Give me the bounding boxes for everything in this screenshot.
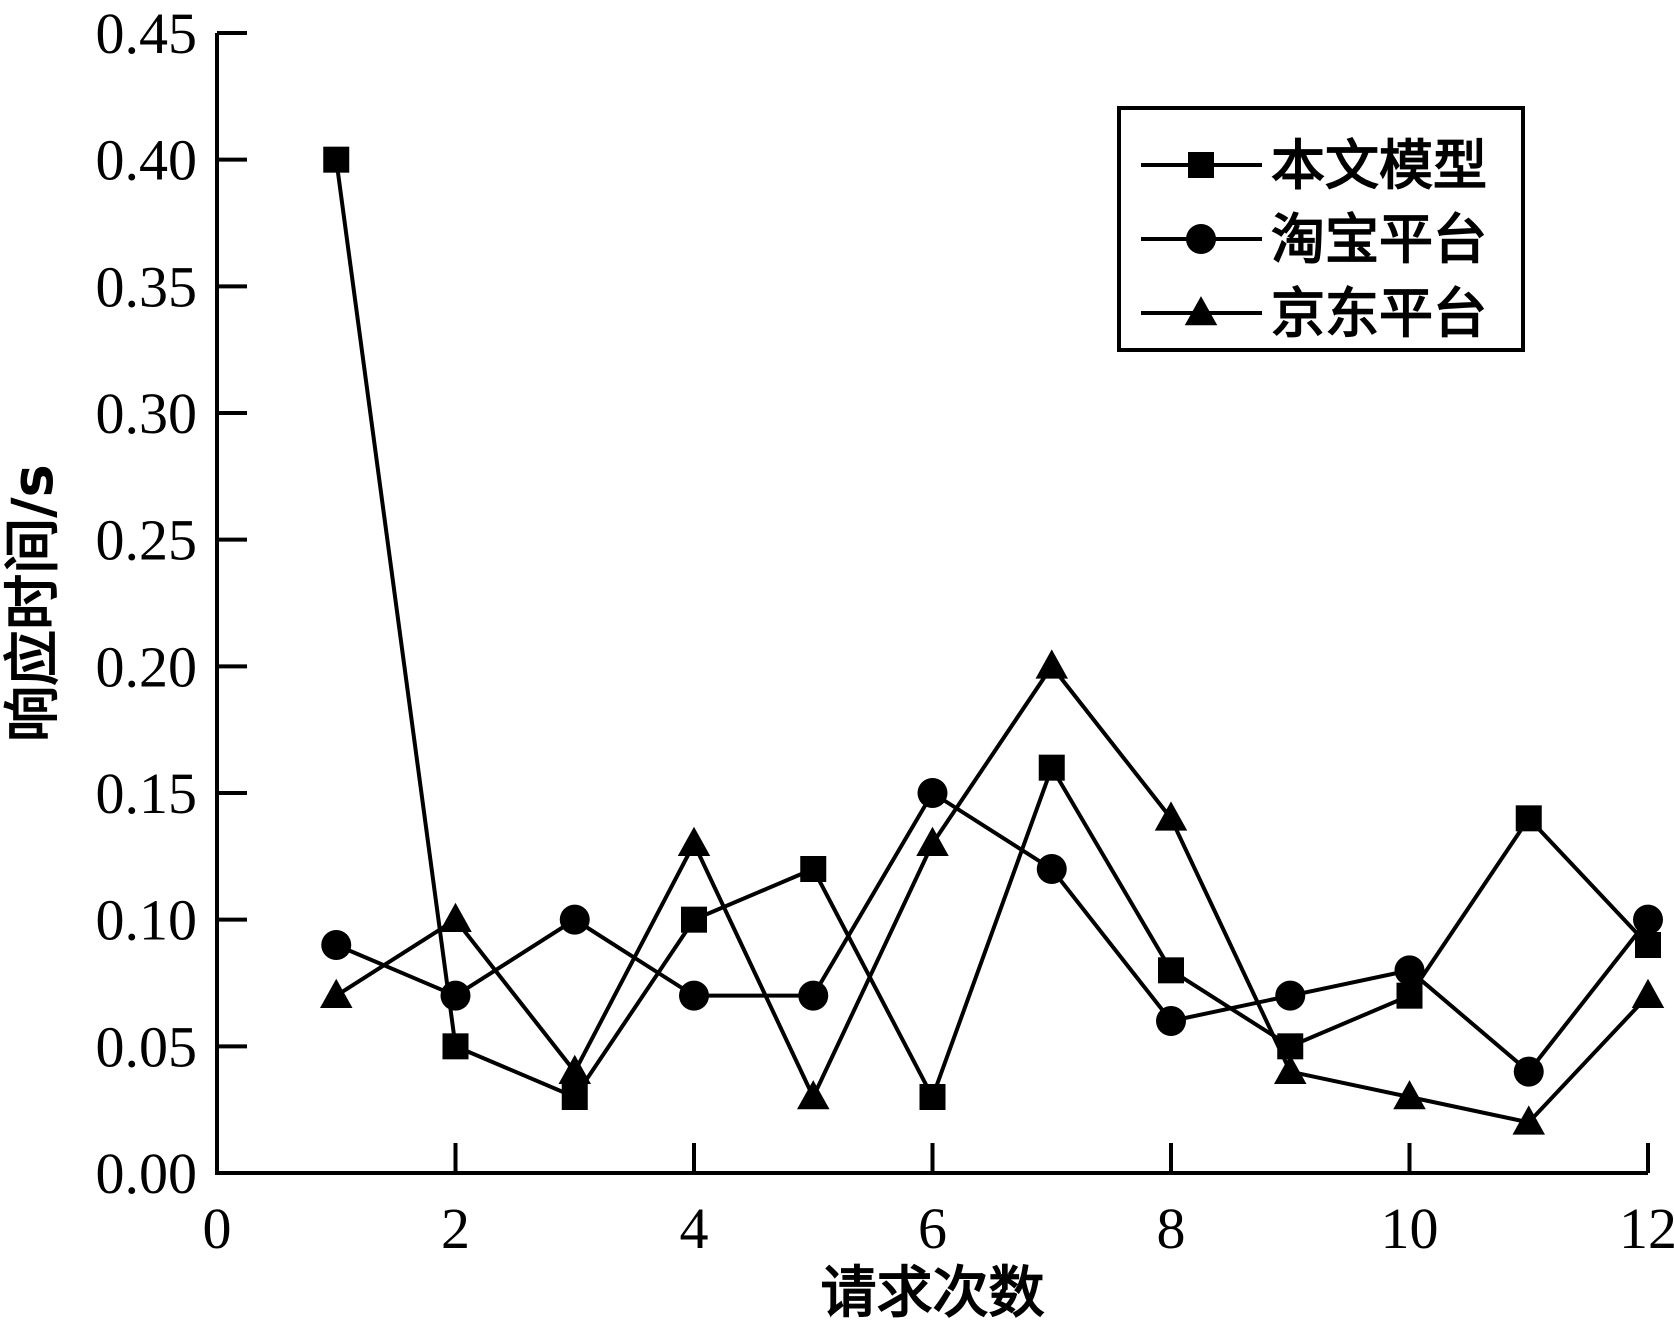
data-point [1158,957,1184,984]
data-point [1156,1006,1186,1036]
series-line [334,159,1650,1102]
data-point [1631,978,1665,1008]
data-point [1035,649,1068,679]
data-point [559,904,590,935]
x-tick-label: 10 [1381,1196,1439,1261]
x-tick-label: 0 [203,1196,232,1261]
x-axis-title: 请求次数 [821,1261,1045,1326]
data-point [1038,754,1065,781]
legend-item: 京东平台 [1141,282,1487,345]
data-point [323,146,350,173]
series-3 [320,649,1665,1135]
data-point [1036,854,1067,884]
data-point [1512,1105,1545,1135]
data-point [916,826,949,856]
data-point [917,778,948,808]
data-point [1275,980,1306,1011]
data-point [800,856,827,882]
series-2 [321,778,1663,1087]
data-point [558,1054,591,1084]
x-tick-label: 4 [680,1196,709,1261]
y-tick-label: 0.40 [96,128,198,193]
y-axis-title: 响应时间/s [1,464,66,742]
legend-marker [1184,296,1218,326]
axes: 0.00 0.05 0.10 0.15 0.20 0.25 0.30 0.35 0.40 0.45… [96,1,1674,1261]
data-point [681,906,707,933]
data-point [442,1033,469,1060]
data-point [321,930,352,960]
legend-item: 淘宝平台 [1141,208,1487,271]
legend-label: 京东平台 [1271,282,1487,345]
data-point [320,978,353,1008]
data-point [919,1084,946,1110]
y-tick-label: 0.25 [96,508,198,573]
data-point [798,980,829,1011]
x-tick-label: 8 [1157,1196,1186,1261]
legend-box [1117,106,1525,352]
data-point [1633,904,1663,935]
y-tick-label: 0.45 [96,1,198,66]
legend-marker [1188,152,1214,178]
data-point [677,826,711,856]
y-tick-label: 0.00 [96,1141,198,1206]
x-tick-label: 6 [918,1196,947,1261]
data-point [1154,801,1188,831]
data-point [1513,1056,1544,1087]
data-point [561,1084,588,1110]
y-tick-label: 0.10 [96,888,198,953]
series-layer [320,146,1665,1135]
data-point [1393,1080,1426,1110]
x-tick-label: 2 [441,1196,470,1261]
data-point [1396,982,1423,1009]
legend-label: 本文模型 [1271,134,1487,197]
series-1 [323,146,1661,1110]
y-tick-label: 0.15 [96,761,198,826]
x-tick-label: 12 [1619,1196,1674,1261]
y-tick-label: 0.20 [96,634,198,699]
data-point [1394,955,1425,986]
series-line [335,790,1650,1075]
legend-label: 淘宝平台 [1271,208,1487,271]
data-point [1274,1054,1307,1084]
data-point [679,980,709,1011]
data-point [797,1080,830,1110]
y-tick-label: 0.35 [96,254,198,319]
data-point [439,902,472,932]
legend-marker [1186,224,1216,254]
data-point [1515,805,1542,832]
legend-item: 本文模型 [1141,134,1487,197]
data-point [440,980,471,1011]
y-tick-label: 0.30 [96,381,198,446]
y-tick-label: 0.05 [96,1014,198,1079]
data-point [1635,932,1661,958]
series-line [335,662,1650,1125]
